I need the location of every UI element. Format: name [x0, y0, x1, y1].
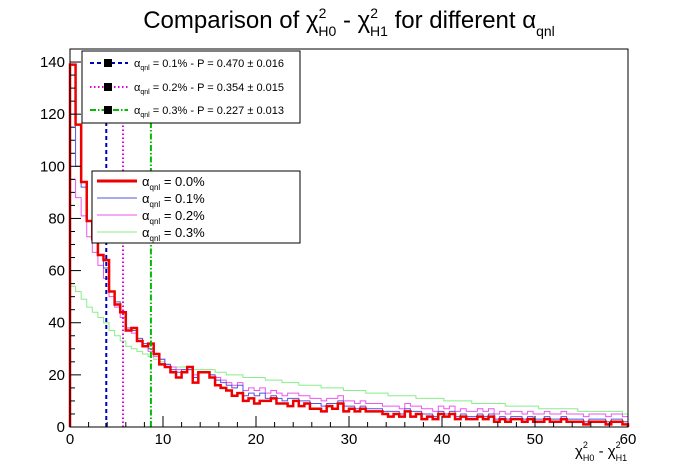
y-tick-label: 20 — [48, 367, 65, 384]
histogram-series-a01 — [69, 113, 629, 427]
histogram-legend-label: αqnl = 0.0% — [142, 174, 205, 192]
pvalue-legend-label: αqnl = 0.1% - P = 0.470 ± 0.016 — [134, 58, 284, 72]
y-tick-label: 60 — [48, 263, 65, 280]
histogram-layer — [68, 63, 630, 427]
histogram-legend-entry-2: αqnl = 0.1% — [97, 191, 205, 209]
threshold-lines — [105, 64, 152, 427]
x-tick-label: 40 — [434, 431, 451, 448]
pvalue-legend: αqnl = 0.1% - P = 0.470 ± 0.016 αqnl = 0… — [81, 50, 301, 124]
pvalue-legend-marker — [104, 83, 112, 91]
y-tick-label: 0 — [57, 419, 65, 436]
pvalue-legend-entry-2: αqnl = 0.2% - P = 0.354 ± 0.015 — [90, 82, 284, 96]
histogram-series-a00 — [68, 63, 630, 427]
pvalue-legend-entry-1: αqnl = 0.1% - P = 0.470 ± 0.016 — [90, 58, 284, 72]
pvalue-legend-entry-3: αqnl = 0.3% - P = 0.227 ± 0.013 — [90, 105, 284, 119]
histogram-legend: αqnl = 0.0% αqnl = 0.1% αqnl = 0.2% αqnl… — [91, 170, 301, 244]
y-tick-label: 40 — [48, 315, 65, 332]
x-tick-label: 30 — [341, 431, 358, 448]
x-tick-label: 60 — [620, 431, 637, 448]
y-tick-label: 80 — [48, 210, 65, 227]
y-tick-label: 140 — [40, 54, 65, 71]
pvalue-legend-label: αqnl = 0.3% - P = 0.227 ± 0.013 — [134, 105, 284, 119]
histogram-legend-label: αqnl = 0.1% — [142, 191, 205, 209]
x-axis-label: χ2 H0 - χ2 H1 — [575, 440, 627, 463]
y-axis: 0 20 40 60 80 100 120 140 — [40, 48, 81, 436]
histogram-legend-box — [91, 170, 301, 244]
pvalue-legend-marker — [104, 59, 112, 67]
histogram-legend-entry-3: αqnl = 0.2% — [97, 208, 205, 226]
pvalue-legend-marker — [104, 106, 112, 114]
y-tick-label: 120 — [40, 106, 65, 123]
chart-title: Comparison of χ2 H0 - χ2 H1 for different … — [143, 5, 555, 39]
x-axis: 0 10 20 30 40 50 60 — [66, 416, 637, 448]
histogram-series-a03 — [69, 285, 629, 427]
histogram-legend-entry-4: αqnl = 0.3% — [97, 225, 205, 243]
x-tick-label: 20 — [248, 431, 265, 448]
histogram-legend-entry-1: αqnl = 0.0% — [97, 174, 205, 192]
histogram-legend-label: αqnl = 0.2% — [142, 208, 205, 226]
y-tick-label: 100 — [40, 158, 65, 175]
x-tick-label: 10 — [155, 431, 172, 448]
histogram-series-a02 — [69, 178, 629, 427]
x-tick-label: 50 — [527, 431, 544, 448]
x-tick-label: 0 — [66, 431, 74, 448]
pvalue-legend-label: αqnl = 0.2% - P = 0.354 ± 0.015 — [134, 82, 284, 96]
histogram-legend-label: αqnl = 0.3% — [142, 225, 205, 243]
